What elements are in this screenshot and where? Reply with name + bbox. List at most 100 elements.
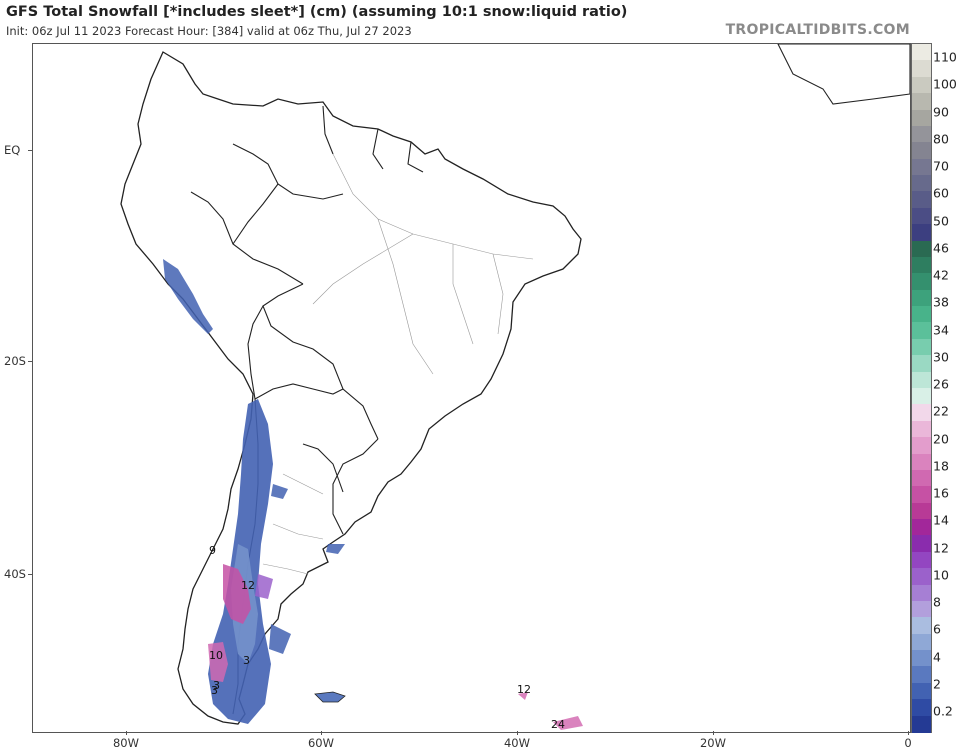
colorbar-segment [912, 502, 931, 520]
contour-label: 3 [213, 679, 220, 692]
contour-label: 12 [241, 579, 255, 592]
colorbar-segment [912, 486, 931, 504]
colorbar-segment [912, 682, 931, 700]
brand-watermark: TROPICALTIDBITS.COM [725, 22, 910, 38]
lon-label-60w: 60W [307, 736, 335, 750]
colorbar-label: 46 [933, 240, 949, 256]
contour-label: 3 [243, 654, 250, 667]
colorbar-segment [912, 666, 931, 684]
snowfall-shading [163, 259, 583, 730]
colorbar-segment [912, 207, 931, 225]
africa-coast [777, 44, 910, 105]
colorbar-label: 2 [933, 676, 941, 692]
state-borders [262, 153, 534, 575]
colorbar-label: 70 [933, 158, 949, 174]
colorbar-segment [912, 584, 931, 602]
contour-label: 10 [209, 649, 223, 662]
lon-tick [517, 731, 518, 735]
colorbar-segment [912, 551, 931, 569]
colorbar-segment [912, 224, 931, 242]
contour-labels: 9 12 3 10 3 3 12 24 [209, 544, 565, 731]
colorbar-segment [912, 256, 931, 274]
colorbar-label: 60 [933, 185, 949, 201]
colorbar-segment [912, 93, 931, 111]
colorbar-segment [912, 322, 931, 340]
colorbar-label: 14 [933, 512, 949, 528]
colorbar-label: 18 [933, 458, 949, 474]
colorbar-label: 30 [933, 349, 949, 365]
lon-label-0: 0 [904, 736, 912, 750]
colorbar-label: 6 [933, 621, 941, 637]
colorbar-label: 90 [933, 104, 949, 119]
colorbar-segment [912, 273, 931, 291]
colorbar-label: 16 [933, 485, 949, 501]
colorbar-segment [912, 617, 931, 635]
colorbar-label: 34 [933, 322, 949, 337]
colorbar-segment [912, 175, 931, 193]
contour-label: 24 [551, 718, 565, 731]
lon-label-40w: 40W [503, 736, 531, 750]
colorbar-label: 50 [933, 213, 949, 228]
south-america-landmass [120, 51, 582, 725]
colorbar-segment [912, 109, 931, 127]
colorbar-segment [912, 125, 931, 143]
lon-label-80w: 80W [112, 736, 140, 750]
colorbar-label: 0.2 [933, 703, 953, 719]
lat-tick [28, 574, 32, 575]
colorbar-label: 38 [933, 294, 949, 310]
colorbar-segment [912, 240, 931, 258]
colorbar-label: 22 [933, 403, 949, 419]
colorbar-segment [912, 158, 931, 176]
lon-tick [908, 731, 909, 735]
colorbar-segment [912, 44, 931, 61]
colorbar-segment [912, 519, 931, 537]
lat-label-20s: 20S [4, 354, 26, 368]
colorbar-segment [912, 306, 931, 324]
colorbar-segment [912, 715, 931, 733]
colorbar-segment [912, 76, 931, 94]
colorbar-segment [912, 420, 931, 438]
colorbar-segment [912, 469, 931, 487]
colorbar-segment [912, 142, 931, 160]
colorbar-segment [912, 60, 931, 78]
lat-label-eq: EQ [4, 143, 21, 157]
south-america-map: 9 12 3 10 3 3 12 24 [120, 44, 910, 731]
lon-tick [713, 731, 714, 735]
colorbar-segment [912, 388, 931, 405]
colorbar-segment [912, 404, 931, 422]
colorbar-label: 26 [933, 376, 949, 392]
colorbar-segment [912, 355, 931, 373]
lon-label-20w: 20W [699, 736, 727, 750]
colorbar-segment [912, 633, 931, 651]
colorbar-segment [912, 191, 931, 209]
contour-label: 9 [209, 544, 216, 557]
colorbar-segment [912, 535, 931, 553]
colorbar-segment [912, 371, 931, 389]
lon-tick [126, 731, 127, 735]
colorbar-label: 80 [933, 131, 949, 147]
colorbar-legend [911, 43, 932, 733]
map-panel[interactable]: 9 12 3 10 3 3 12 24 [32, 43, 911, 733]
colorbar-label: 42 [933, 267, 949, 283]
colorbar-label: 110 [933, 49, 957, 65]
colorbar-label: 10 [933, 567, 949, 583]
contour-label: 3 [211, 684, 218, 697]
colorbar-segment [912, 338, 931, 356]
colorbar-label: 100 [933, 76, 957, 92]
colorbar-label: 12 [933, 540, 949, 555]
colorbar-segment [912, 650, 931, 668]
colorbar-label: 20 [933, 431, 949, 446]
colorbar-segment [912, 699, 931, 717]
colorbar-segment [912, 568, 931, 586]
lat-tick [28, 361, 32, 362]
contour-label: 12 [517, 683, 531, 696]
colorbar-segment [912, 437, 931, 455]
map-title: GFS Total Snowfall [*includes sleet*] (c… [6, 4, 628, 20]
lat-label-40s: 40S [4, 567, 26, 581]
colorbar-segment [912, 453, 931, 471]
lon-tick [321, 731, 322, 735]
map-subtitle: Init: 06z Jul 11 2023 Forecast Hour: [38… [6, 24, 412, 38]
colorbar-segment [912, 600, 931, 618]
lat-tick [28, 150, 32, 151]
colorbar-segment [912, 289, 931, 307]
